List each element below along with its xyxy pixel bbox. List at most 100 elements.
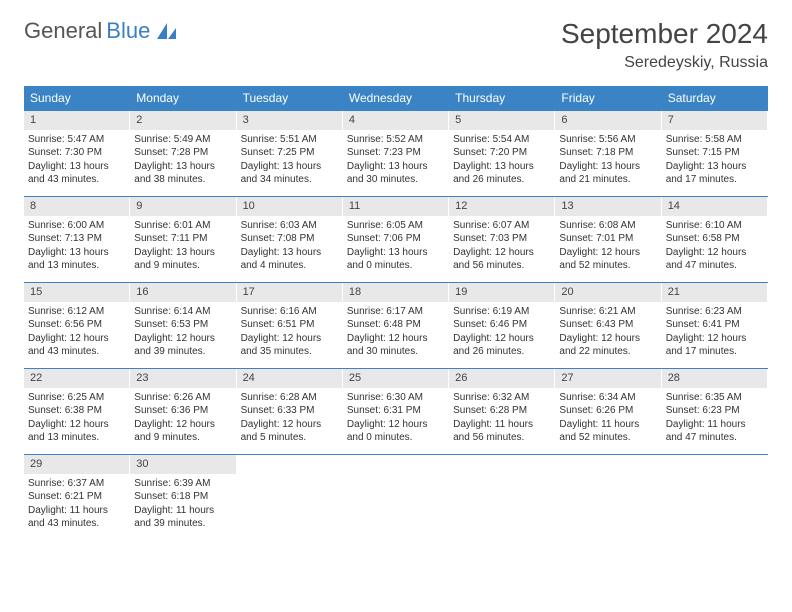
calendar-day-cell: 4Sunrise: 5:52 AMSunset: 7:23 PMDaylight…	[343, 111, 449, 196]
day-number: 29	[24, 455, 129, 474]
logo: GeneralBlue	[24, 18, 178, 44]
daylight-text: Daylight: 11 hours and 56 minutes.	[453, 418, 550, 445]
day-number: 4	[343, 111, 448, 130]
daylight-text: Daylight: 13 hours and 4 minutes.	[241, 246, 338, 273]
daylight-text: Daylight: 12 hours and 26 minutes.	[453, 332, 550, 359]
daylight-text: Daylight: 13 hours and 21 minutes.	[559, 160, 656, 187]
day-number: 6	[555, 111, 660, 130]
day-number: 24	[237, 369, 342, 388]
day-number: 12	[449, 197, 554, 216]
sunrise-text: Sunrise: 5:54 AM	[453, 133, 550, 147]
calendar-day-cell: 12Sunrise: 6:07 AMSunset: 7:03 PMDayligh…	[449, 197, 555, 282]
calendar-day-cell: 19Sunrise: 6:19 AMSunset: 6:46 PMDayligh…	[449, 283, 555, 368]
calendar-day-cell: 22Sunrise: 6:25 AMSunset: 6:38 PMDayligh…	[24, 369, 130, 454]
sunset-text: Sunset: 6:31 PM	[347, 404, 444, 418]
daylight-text: Daylight: 13 hours and 9 minutes.	[134, 246, 231, 273]
calendar-day-cell: 29Sunrise: 6:37 AMSunset: 6:21 PMDayligh…	[24, 455, 130, 540]
daylight-text: Daylight: 12 hours and 13 minutes.	[28, 418, 125, 445]
sunrise-text: Sunrise: 5:47 AM	[28, 133, 125, 147]
dow-cell: Tuesday	[237, 86, 343, 110]
calendar-week-row: 8Sunrise: 6:00 AMSunset: 7:13 PMDaylight…	[24, 196, 768, 282]
day-number: 7	[662, 111, 767, 130]
calendar-week-row: 15Sunrise: 6:12 AMSunset: 6:56 PMDayligh…	[24, 282, 768, 368]
sunset-text: Sunset: 6:21 PM	[28, 490, 125, 504]
dow-cell: Friday	[555, 86, 661, 110]
calendar-day-cell: 1Sunrise: 5:47 AMSunset: 7:30 PMDaylight…	[24, 111, 130, 196]
calendar-day-cell: 27Sunrise: 6:34 AMSunset: 6:26 PMDayligh…	[555, 369, 661, 454]
sunset-text: Sunset: 7:25 PM	[241, 146, 338, 160]
sunset-text: Sunset: 6:41 PM	[666, 318, 763, 332]
day-number: 30	[130, 455, 235, 474]
sunset-text: Sunset: 6:23 PM	[666, 404, 763, 418]
sunset-text: Sunset: 7:06 PM	[347, 232, 444, 246]
sunset-text: Sunset: 7:03 PM	[453, 232, 550, 246]
day-number: 25	[343, 369, 448, 388]
dow-cell: Thursday	[449, 86, 555, 110]
dow-cell: Monday	[130, 86, 236, 110]
sunset-text: Sunset: 6:46 PM	[453, 318, 550, 332]
sunrise-text: Sunrise: 6:17 AM	[347, 305, 444, 319]
daylight-text: Daylight: 11 hours and 43 minutes.	[28, 504, 125, 531]
sunset-text: Sunset: 7:23 PM	[347, 146, 444, 160]
daylight-text: Daylight: 13 hours and 30 minutes.	[347, 160, 444, 187]
daylight-text: Daylight: 13 hours and 0 minutes.	[347, 246, 444, 273]
title-block: September 2024 Seredeyskiy, Russia	[561, 18, 768, 72]
sunrise-text: Sunrise: 6:08 AM	[559, 219, 656, 233]
calendar-day-cell: 21Sunrise: 6:23 AMSunset: 6:41 PMDayligh…	[662, 283, 768, 368]
calendar-day-cell: 20Sunrise: 6:21 AMSunset: 6:43 PMDayligh…	[555, 283, 661, 368]
logo-text-blue: Blue	[106, 18, 150, 44]
daylight-text: Daylight: 13 hours and 34 minutes.	[241, 160, 338, 187]
calendar-day-cell: 11Sunrise: 6:05 AMSunset: 7:06 PMDayligh…	[343, 197, 449, 282]
calendar-week-row: 22Sunrise: 6:25 AMSunset: 6:38 PMDayligh…	[24, 368, 768, 454]
day-number: 14	[662, 197, 767, 216]
calendar-day-cell: 26Sunrise: 6:32 AMSunset: 6:28 PMDayligh…	[449, 369, 555, 454]
calendar-day-cell: 2Sunrise: 5:49 AMSunset: 7:28 PMDaylight…	[130, 111, 236, 196]
sunrise-text: Sunrise: 6:32 AM	[453, 391, 550, 405]
sunset-text: Sunset: 7:01 PM	[559, 232, 656, 246]
daylight-text: Daylight: 12 hours and 39 minutes.	[134, 332, 231, 359]
sunset-text: Sunset: 7:13 PM	[28, 232, 125, 246]
day-number: 27	[555, 369, 660, 388]
calendar-day-cell: 6Sunrise: 5:56 AMSunset: 7:18 PMDaylight…	[555, 111, 661, 196]
day-number: 28	[662, 369, 767, 388]
sunrise-text: Sunrise: 6:26 AM	[134, 391, 231, 405]
day-number: 22	[24, 369, 129, 388]
calendar-day-cell: 17Sunrise: 6:16 AMSunset: 6:51 PMDayligh…	[237, 283, 343, 368]
calendar-day-cell: 23Sunrise: 6:26 AMSunset: 6:36 PMDayligh…	[130, 369, 236, 454]
calendar-week-row: 29Sunrise: 6:37 AMSunset: 6:21 PMDayligh…	[24, 454, 768, 540]
daylight-text: Daylight: 12 hours and 22 minutes.	[559, 332, 656, 359]
sunrise-text: Sunrise: 6:39 AM	[134, 477, 231, 491]
daylight-text: Daylight: 13 hours and 13 minutes.	[28, 246, 125, 273]
daylight-text: Daylight: 11 hours and 39 minutes.	[134, 504, 231, 531]
calendar-empty-cell	[237, 455, 343, 540]
daylight-text: Daylight: 12 hours and 30 minutes.	[347, 332, 444, 359]
sunset-text: Sunset: 6:48 PM	[347, 318, 444, 332]
day-number: 11	[343, 197, 448, 216]
day-of-week-row: SundayMondayTuesdayWednesdayThursdayFrid…	[24, 86, 768, 110]
page-header: GeneralBlue September 2024 Seredeyskiy, …	[24, 18, 768, 72]
calendar-day-cell: 14Sunrise: 6:10 AMSunset: 6:58 PMDayligh…	[662, 197, 768, 282]
calendar-day-cell: 13Sunrise: 6:08 AMSunset: 7:01 PMDayligh…	[555, 197, 661, 282]
sunrise-text: Sunrise: 6:28 AM	[241, 391, 338, 405]
sunrise-text: Sunrise: 6:14 AM	[134, 305, 231, 319]
day-number: 21	[662, 283, 767, 302]
daylight-text: Daylight: 12 hours and 9 minutes.	[134, 418, 231, 445]
sunset-text: Sunset: 6:56 PM	[28, 318, 125, 332]
sunset-text: Sunset: 7:30 PM	[28, 146, 125, 160]
sunset-text: Sunset: 7:18 PM	[559, 146, 656, 160]
sunrise-text: Sunrise: 6:19 AM	[453, 305, 550, 319]
sunset-text: Sunset: 6:36 PM	[134, 404, 231, 418]
day-number: 18	[343, 283, 448, 302]
daylight-text: Daylight: 12 hours and 43 minutes.	[28, 332, 125, 359]
day-number: 8	[24, 197, 129, 216]
day-number: 17	[237, 283, 342, 302]
calendar-day-cell: 10Sunrise: 6:03 AMSunset: 7:08 PMDayligh…	[237, 197, 343, 282]
sunset-text: Sunset: 6:18 PM	[134, 490, 231, 504]
calendar-day-cell: 30 Sunrise: 6:39 AMSunset: 6:18 PMDayligh…	[130, 455, 236, 540]
calendar-day-cell: 24Sunrise: 6:28 AMSunset: 6:33 PMDayligh…	[237, 369, 343, 454]
day-number: 26	[449, 369, 554, 388]
calendar-day-cell: 15Sunrise: 6:12 AMSunset: 6:56 PMDayligh…	[24, 283, 130, 368]
dow-cell: Sunday	[24, 86, 130, 110]
calendar-week-row: 1Sunrise: 5:47 AMSunset: 7:30 PMDaylight…	[24, 110, 768, 196]
sunset-text: Sunset: 7:20 PM	[453, 146, 550, 160]
